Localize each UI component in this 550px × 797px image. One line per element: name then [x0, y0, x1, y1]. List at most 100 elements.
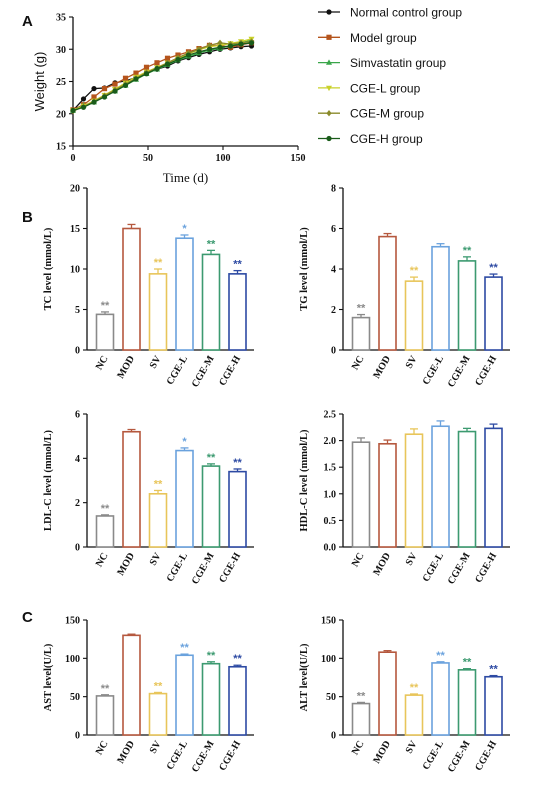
y-tick-label: 0	[331, 346, 336, 357]
hdl-c-level-chart: 0.0 0.5 1.0 1.5 2.0 2.5 HDL-C level (mmol/L) NC…	[299, 410, 510, 587]
bar	[457, 669, 477, 736]
y-tick-label: 0.5	[324, 516, 337, 527]
data-point	[326, 9, 332, 15]
significance-label: **	[180, 642, 189, 654]
data-point	[143, 64, 150, 70]
x-axis-label: Time (d)	[163, 170, 208, 185]
x-tick-label: MOD	[115, 551, 137, 578]
bar	[404, 694, 424, 736]
x-tick-label: NC	[94, 739, 111, 757]
x-tick-label: NC	[350, 354, 367, 372]
series-line	[70, 43, 255, 114]
x-tick-label: SV	[148, 550, 164, 567]
x-tick-label: MOD	[115, 739, 137, 766]
data-point	[154, 66, 160, 72]
bar	[148, 692, 168, 736]
y-axis-label: ALT level(U/L)	[299, 643, 310, 711]
significance-label: **	[233, 457, 242, 469]
bar	[404, 280, 424, 351]
bar	[148, 273, 168, 351]
panel-letter-b: B	[22, 209, 33, 226]
data-point	[206, 46, 213, 52]
x-tick-label: CGE-L	[165, 551, 191, 584]
data-point	[80, 104, 87, 110]
bar	[457, 430, 477, 548]
y-axis-label: TG level (mmol/L)	[299, 227, 310, 311]
series-path	[72, 45, 252, 111]
y-tick-label: 8	[331, 184, 336, 195]
bar	[351, 441, 371, 548]
x-tick-label: SV	[404, 550, 420, 567]
y-tick-label: 50	[326, 692, 336, 703]
significance-label: **	[410, 265, 419, 277]
x-tick-label: NC	[94, 551, 111, 569]
x-tick-label: MOD	[115, 354, 137, 381]
y-tick-label: 150	[65, 616, 80, 627]
y-tick-label: 6	[331, 224, 336, 235]
y-tick-label: 2	[331, 305, 336, 316]
bar	[457, 260, 477, 351]
alt-level-chart: 0 50 100 150 ALT level(U/L) ** NC MOD ** SV ** CGE-…	[299, 616, 510, 774]
x-tick-label: MOD	[371, 551, 393, 578]
x-tick-label: CGE-M	[190, 739, 217, 775]
bar	[175, 654, 194, 736]
bar	[431, 245, 450, 351]
data-point	[101, 94, 108, 100]
significance-label: **	[101, 503, 110, 515]
x-tick-label: CGE-H	[217, 551, 243, 585]
data-point	[206, 42, 213, 49]
y-tick-label: 1.5	[324, 463, 337, 474]
data-point	[91, 94, 97, 100]
tg-level-chart: 0 2 4 6 8 TG level (mmol/L) ** NC MOD ** SV CGE-L **…	[299, 184, 510, 389]
bar	[378, 651, 397, 736]
legend-label: CGE-M group	[350, 107, 424, 121]
series-path	[72, 40, 252, 112]
y-tick-label: 0.0	[324, 543, 337, 554]
x-tick-label: CGE-L	[421, 354, 447, 387]
bar	[484, 675, 503, 736]
bar	[122, 430, 141, 548]
bar	[201, 662, 221, 736]
x-tick-label: NC	[350, 739, 367, 757]
x-tick-label: SV	[148, 353, 164, 370]
significance-label: **	[101, 683, 110, 695]
significance-label: *	[182, 436, 187, 448]
data-point	[154, 60, 160, 66]
x-tick-label: NC	[350, 551, 367, 569]
legend-entry: CGE-H group	[318, 132, 423, 146]
bar	[122, 634, 141, 736]
legend-label: CGE-L group	[350, 81, 421, 95]
bar	[95, 515, 115, 548]
significance-label: **	[154, 478, 163, 490]
significance-label: **	[463, 245, 472, 257]
ldl-c-level-chart: 0 2 4 6 LDL-C level (mmol/L) ** NC MOD ** SV * CGE-…	[43, 410, 254, 586]
y-axis-label: TC level (mmol/L)	[43, 227, 54, 310]
x-tick-label: CGE-H	[473, 551, 499, 585]
x-tick-label: CGE-L	[165, 739, 191, 772]
ast-level-chart: 0 50 100 150 AST level(U/L) ** NC MOD ** SV ** CGE-…	[43, 616, 254, 775]
data-point	[112, 88, 118, 94]
bar	[431, 425, 450, 548]
x-tick-label: CGE-H	[217, 739, 243, 773]
x-tick-label: CGE-M	[446, 551, 473, 587]
legend-entry: Model group	[318, 31, 417, 45]
significance-label: **	[233, 653, 242, 665]
panel-letter-c: C	[22, 609, 33, 626]
significance-label: **	[154, 680, 163, 692]
data-point	[217, 39, 223, 46]
y-axis-label: LDL-C level (mmol/L)	[43, 430, 54, 531]
x-tick-label: CGE-L	[421, 739, 447, 772]
data-point	[164, 55, 171, 61]
y-tick-label: 0	[75, 346, 80, 357]
bar	[175, 237, 194, 351]
panel-letter-a: A	[22, 13, 33, 30]
data-point	[70, 107, 76, 114]
y-tick-label: 35	[56, 13, 66, 24]
bar	[351, 702, 371, 736]
weight-chart: 15 20 25 30 35 0 50 100 150 Time (d) Weight (g) Nor…	[32, 6, 462, 186]
x-tick-label: 100	[216, 153, 231, 164]
significance-label: **	[233, 259, 242, 271]
data-point	[143, 71, 150, 77]
bar	[122, 227, 141, 351]
